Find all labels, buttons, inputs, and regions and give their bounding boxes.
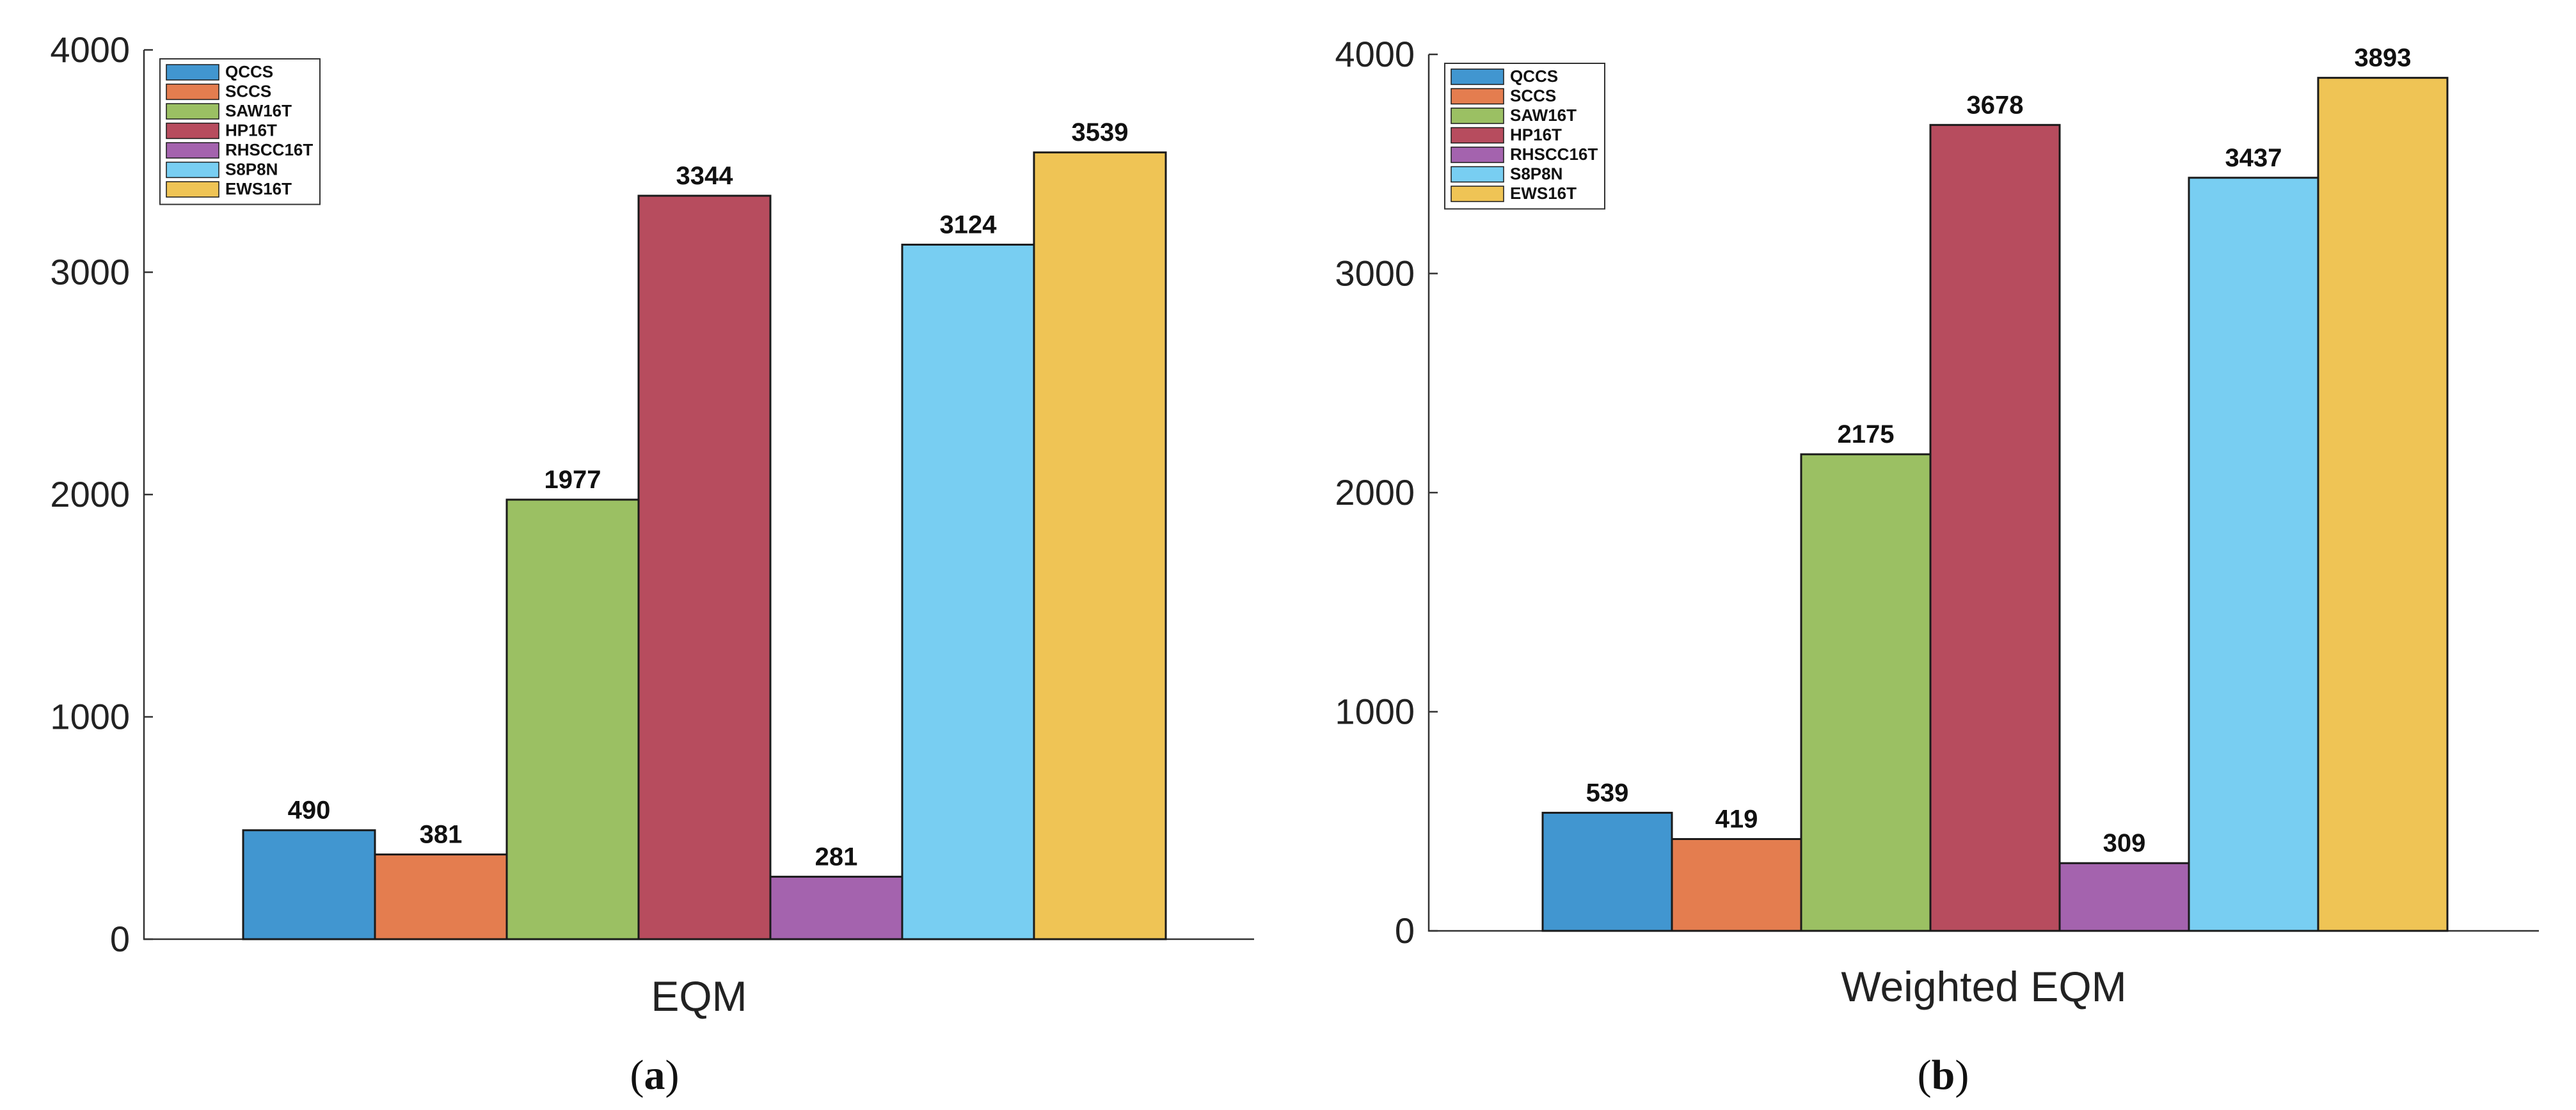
y-tick-label: 4000 <box>50 29 130 70</box>
legend-swatch <box>1451 127 1504 144</box>
bar-s8p8n <box>901 243 1035 940</box>
y-tick-label: 3000 <box>50 252 130 292</box>
data-label: 3344 <box>676 162 734 190</box>
chart-panel-b: 0 1000 2000 3000 4000 539 419 2175 3678 309 3437 38… <box>1335 34 2539 1098</box>
data-label: 309 <box>2103 829 2146 857</box>
legend-swatch <box>166 83 219 100</box>
legend-swatch <box>1451 147 1504 163</box>
data-label: 3539 <box>1072 118 1129 147</box>
legend-entry: SAW16T <box>225 101 292 120</box>
subfigure-label: (a) <box>630 1052 680 1098</box>
data-label: 3678 <box>1967 91 2024 119</box>
y-tick-label: 4000 <box>1335 34 1415 74</box>
legend-swatch <box>166 64 219 81</box>
legend-entry: EWS16T <box>1510 184 1577 203</box>
bar-sccs <box>1671 837 1802 932</box>
legend-entry: HP16T <box>225 121 277 140</box>
legend-entry: EWS16T <box>225 179 292 198</box>
bar-rhscc16t <box>769 875 903 940</box>
legend-swatch <box>166 142 219 159</box>
data-label: 539 <box>1586 779 1629 807</box>
legend-entry: SCCS <box>225 82 271 101</box>
legend-swatch <box>166 122 219 139</box>
bar-s8p8n <box>2188 177 2319 932</box>
bar-sccs <box>374 853 508 940</box>
x-axis-label: Weighted EQM <box>1841 963 2126 1010</box>
y-tick-label: 1000 <box>1335 692 1415 732</box>
y-tick-label: 3000 <box>1335 253 1415 294</box>
legend-entry: S8P8N <box>1510 164 1562 184</box>
bar-saw16t <box>1800 453 1932 932</box>
legend-swatch <box>1451 186 1504 202</box>
legend-entry: SAW16T <box>1510 106 1577 125</box>
data-label: 419 <box>1715 805 1758 833</box>
x-axis-label: EQM <box>651 972 747 1020</box>
legend-swatch <box>1451 68 1504 85</box>
bar-qccs <box>1541 811 1673 932</box>
bar-ews16t <box>1033 151 1167 940</box>
legend-swatch <box>1451 88 1504 105</box>
y-tick-label: 2000 <box>50 474 130 514</box>
legend-entry: QCCS <box>225 62 273 81</box>
data-label: 381 <box>420 821 463 849</box>
legend-entry: RHSCC16T <box>1510 145 1598 164</box>
bar-hp16t <box>637 194 772 940</box>
legend-swatch <box>166 161 219 178</box>
y-tick-label: 0 <box>110 919 130 959</box>
legend-entry: RHSCC16T <box>225 140 313 159</box>
bar-saw16t <box>505 498 640 940</box>
data-label: 2175 <box>1838 420 1895 448</box>
legend-swatch <box>1451 166 1504 183</box>
subfigure-label: (b) <box>1918 1052 1969 1098</box>
legend-swatch <box>166 103 219 120</box>
data-label: 3437 <box>2225 144 2282 172</box>
data-label: 3124 <box>940 210 998 239</box>
bar-hp16t <box>1929 123 2061 932</box>
data-label: 1977 <box>545 466 601 494</box>
bar-rhscc16t <box>2058 862 2190 932</box>
data-label: 3893 <box>2355 44 2412 72</box>
legend-entry: S8P8N <box>225 160 278 179</box>
y-tick-label: 0 <box>1395 910 1415 951</box>
data-label: 281 <box>815 843 858 871</box>
bar-ews16t <box>2317 77 2449 932</box>
bar-qccs <box>242 829 376 940</box>
legend-swatch <box>166 181 219 198</box>
legend-entry: QCCS <box>1510 67 1558 86</box>
y-tick-label: 2000 <box>1335 472 1415 512</box>
y-tick-label: 1000 <box>50 697 130 737</box>
legend-swatch <box>1451 107 1504 124</box>
legend-entry: SCCS <box>1510 86 1556 106</box>
legend-entry: HP16T <box>1510 125 1562 145</box>
chart-panel-a: 0 1000 2000 3000 4000 490 381 1977 3344 281 3124 35… <box>50 29 1254 1098</box>
data-label: 490 <box>288 797 331 825</box>
